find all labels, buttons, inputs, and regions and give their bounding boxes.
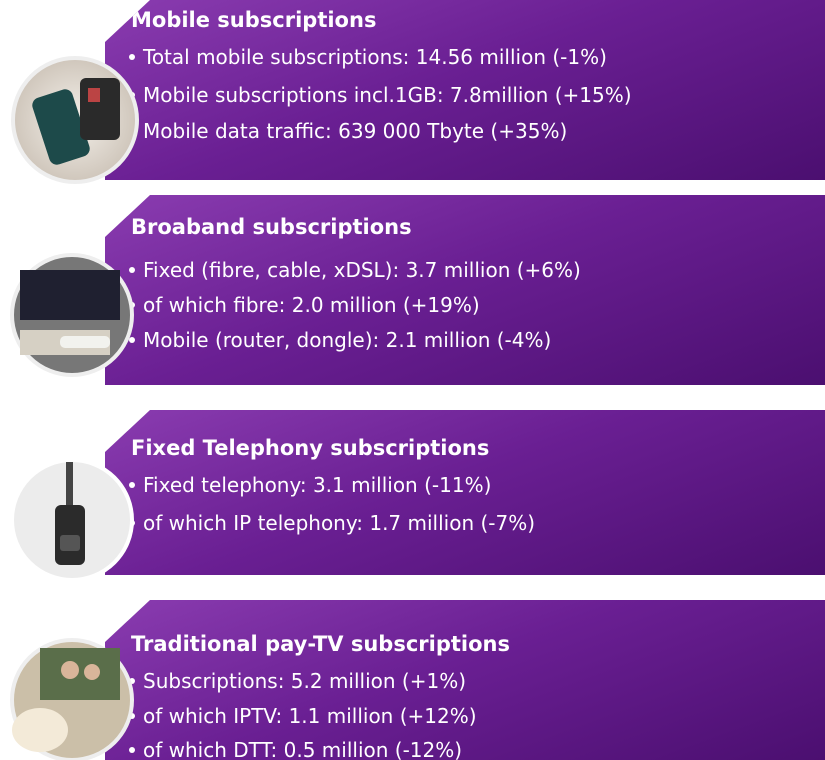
- telephony-icon: [12, 460, 132, 580]
- infographic: Mobile subscriptionsTotal mobile subscri…: [0, 0, 825, 760]
- mobile-icon: [13, 58, 137, 182]
- broadband-icon: [12, 255, 132, 375]
- icons: [0, 0, 825, 760]
- tv-icon: [12, 640, 132, 760]
